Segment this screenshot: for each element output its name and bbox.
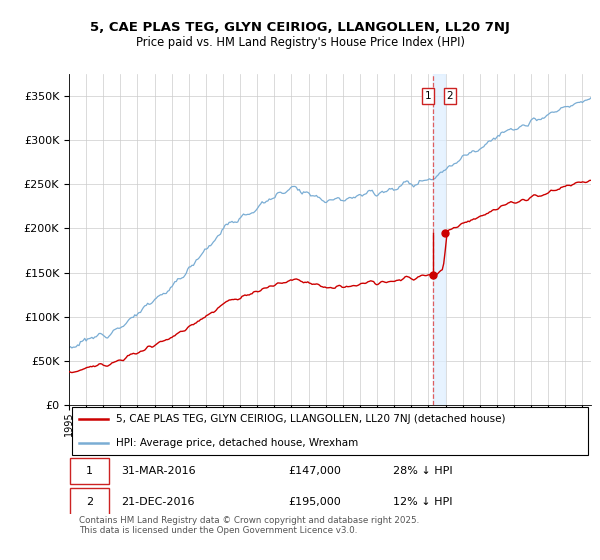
Text: 21-DEC-2016: 21-DEC-2016 <box>121 497 194 507</box>
Text: 5, CAE PLAS TEG, GLYN CEIRIOG, LLANGOLLEN, LL20 7NJ (detached house): 5, CAE PLAS TEG, GLYN CEIRIOG, LLANGOLLE… <box>116 414 505 424</box>
Text: 31-MAR-2016: 31-MAR-2016 <box>121 466 196 476</box>
Text: HPI: Average price, detached house, Wrexham: HPI: Average price, detached house, Wrex… <box>116 438 358 447</box>
Text: 5, CAE PLAS TEG, GLYN CEIRIOG, LLANGOLLEN, LL20 7NJ: 5, CAE PLAS TEG, GLYN CEIRIOG, LLANGOLLE… <box>90 21 510 34</box>
Text: 2: 2 <box>86 497 93 507</box>
FancyBboxPatch shape <box>71 407 589 455</box>
Text: £195,000: £195,000 <box>288 497 341 507</box>
Text: 12% ↓ HPI: 12% ↓ HPI <box>392 497 452 507</box>
FancyBboxPatch shape <box>70 458 109 484</box>
Text: 1: 1 <box>425 91 431 101</box>
Text: 1: 1 <box>86 466 93 476</box>
FancyBboxPatch shape <box>70 488 109 515</box>
Text: Price paid vs. HM Land Registry's House Price Index (HPI): Price paid vs. HM Land Registry's House … <box>136 36 464 49</box>
Text: £147,000: £147,000 <box>288 466 341 476</box>
Text: 2: 2 <box>446 91 453 101</box>
Bar <box>433 74 445 405</box>
Text: Contains HM Land Registry data © Crown copyright and database right 2025.
This d: Contains HM Land Registry data © Crown c… <box>79 516 419 535</box>
Text: 28% ↓ HPI: 28% ↓ HPI <box>392 466 452 476</box>
